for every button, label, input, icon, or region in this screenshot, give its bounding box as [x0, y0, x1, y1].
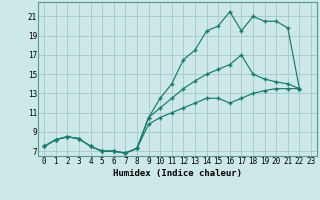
X-axis label: Humidex (Indice chaleur): Humidex (Indice chaleur)	[113, 169, 242, 178]
